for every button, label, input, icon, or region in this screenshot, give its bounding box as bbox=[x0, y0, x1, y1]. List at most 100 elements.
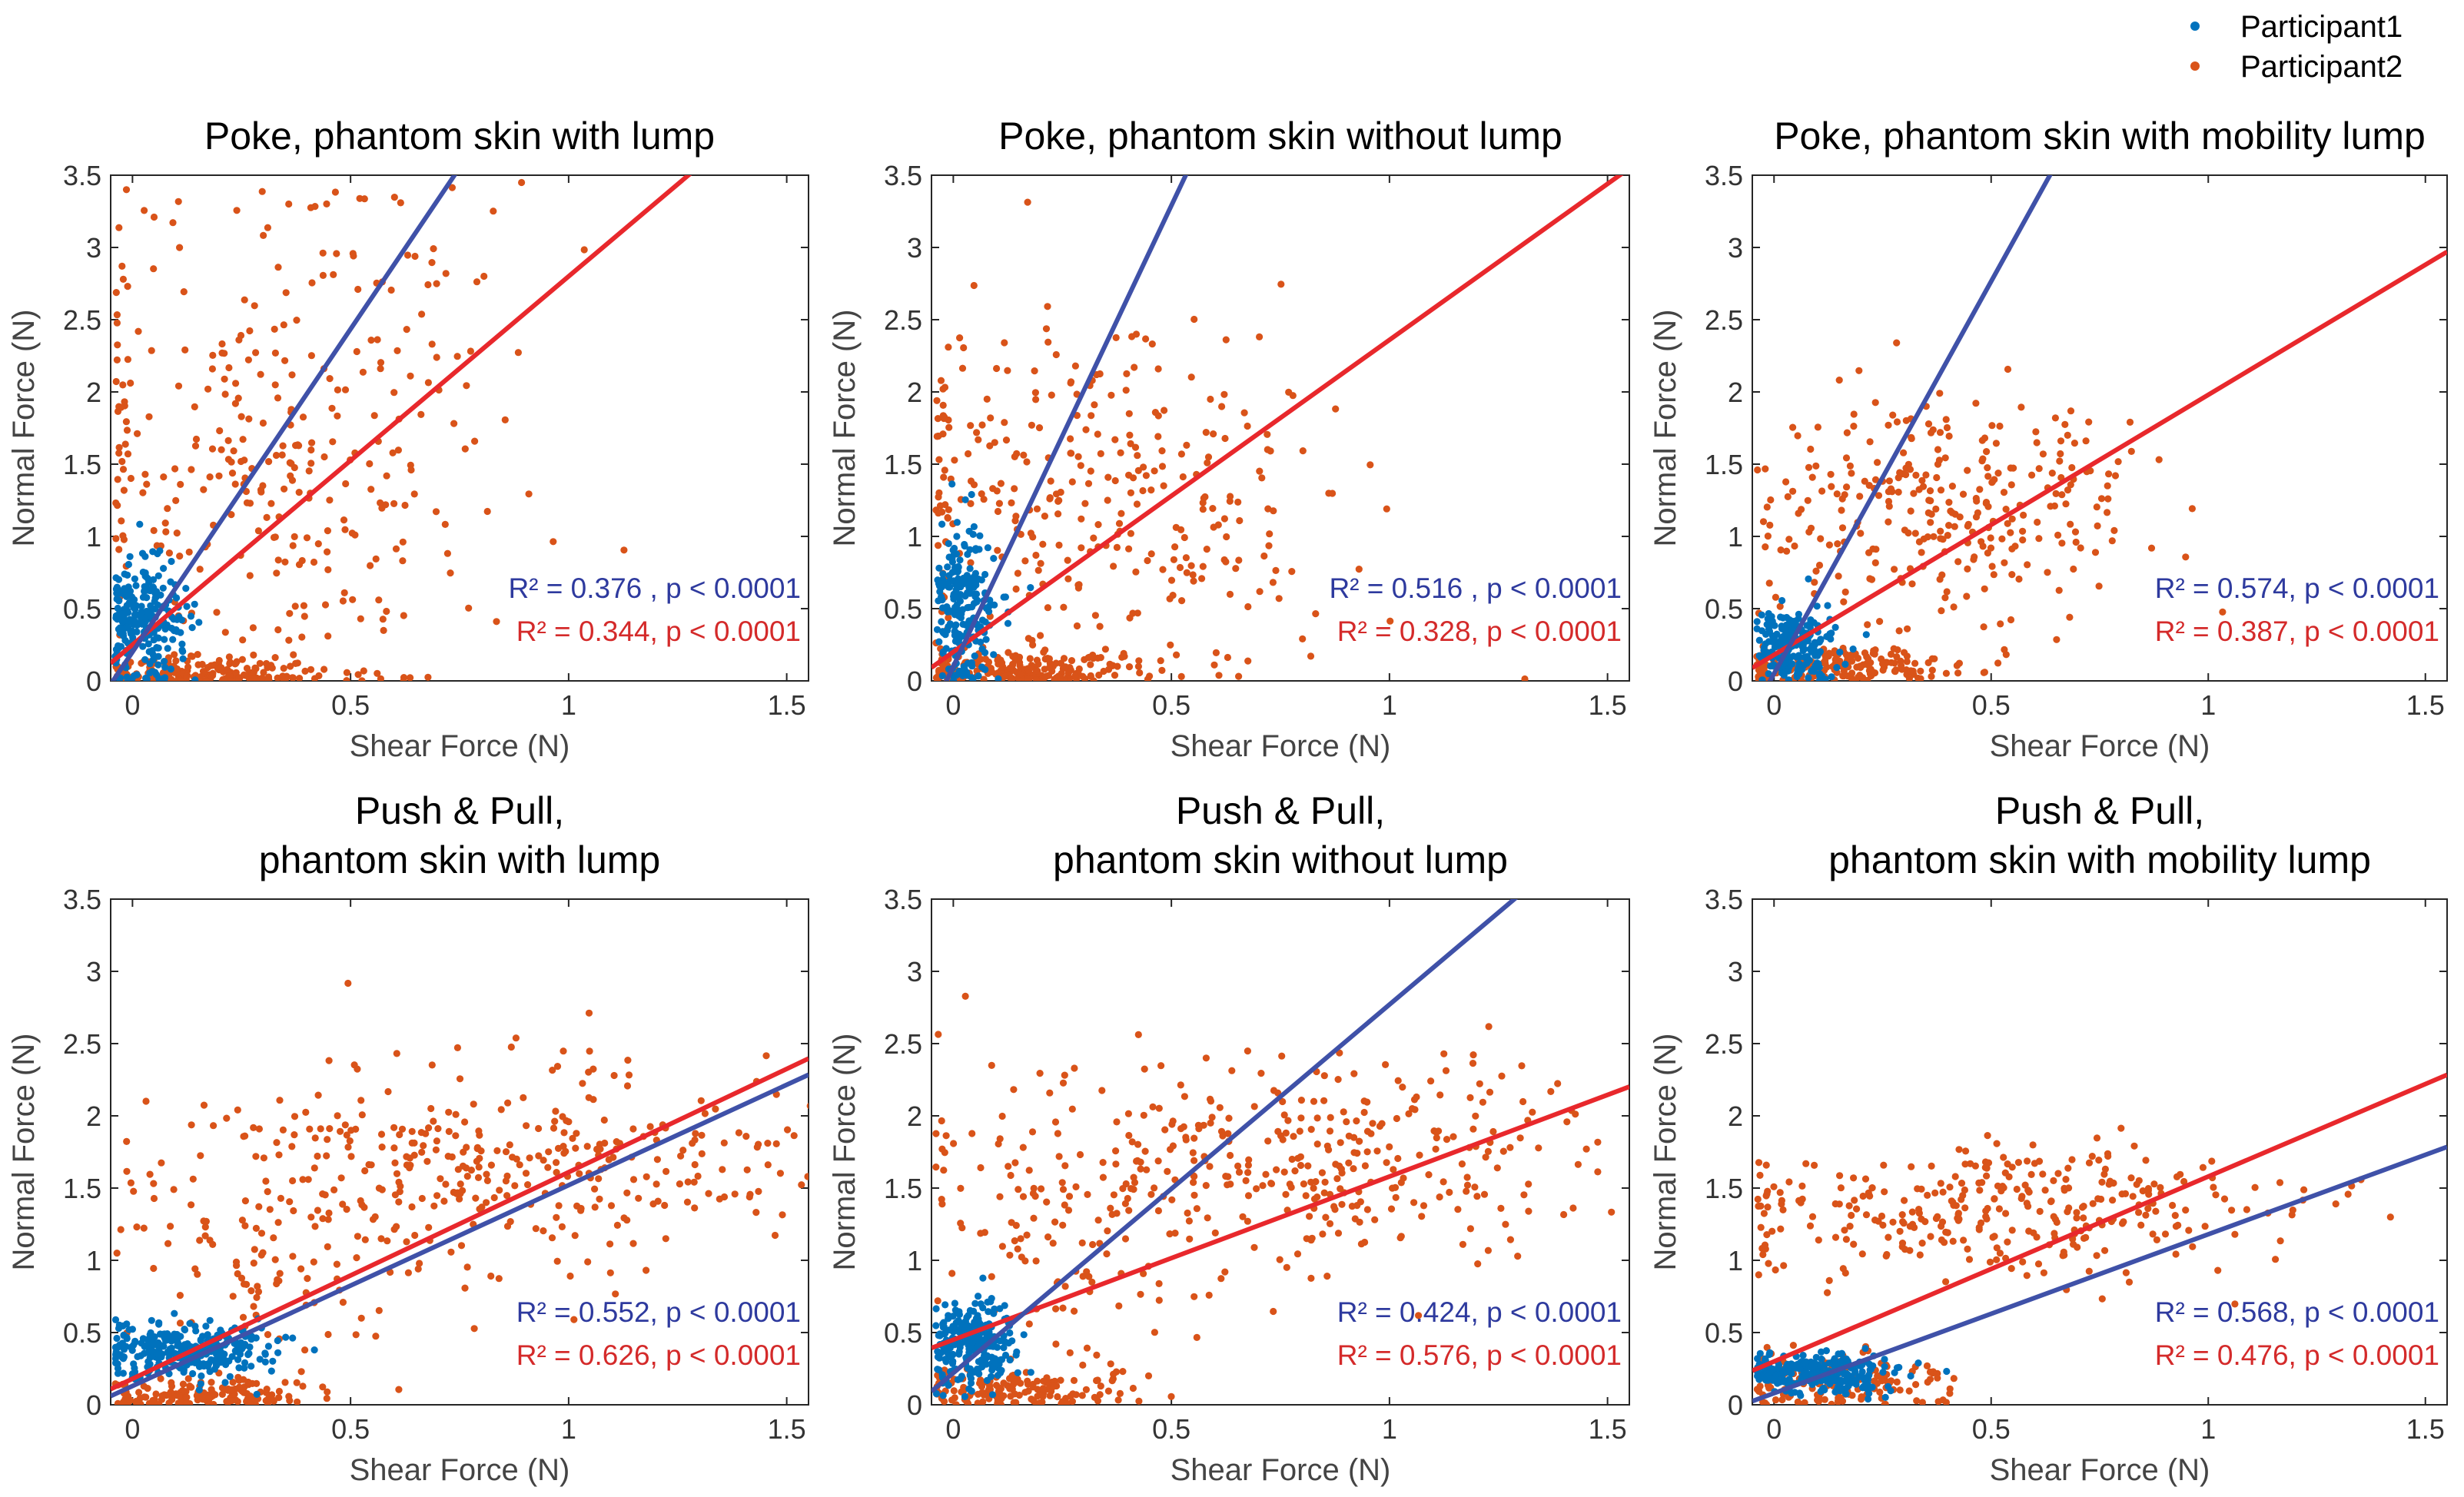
data-point bbox=[2050, 1177, 2057, 1184]
data-point bbox=[1008, 1372, 1016, 1379]
data-point bbox=[1795, 660, 1803, 668]
data-point bbox=[138, 602, 145, 610]
data-point bbox=[986, 442, 994, 450]
data-point bbox=[131, 1339, 139, 1346]
data-point bbox=[2161, 1230, 2170, 1238]
data-point bbox=[264, 1188, 271, 1196]
data-point bbox=[1964, 565, 1971, 573]
data-point bbox=[164, 1391, 172, 1399]
data-point bbox=[2041, 1187, 2049, 1194]
data-point bbox=[314, 1152, 321, 1160]
data-point bbox=[1950, 1375, 1958, 1382]
data-point bbox=[1297, 1114, 1305, 1122]
data-point bbox=[1850, 423, 1858, 430]
data-point bbox=[1946, 1389, 1954, 1397]
data-point bbox=[463, 1263, 471, 1271]
data-point bbox=[550, 538, 557, 546]
data-point bbox=[1050, 1382, 1058, 1390]
data-point bbox=[252, 1224, 260, 1232]
data-point bbox=[274, 1349, 282, 1356]
data-point bbox=[1019, 1143, 1027, 1151]
data-point bbox=[1134, 609, 1141, 617]
data-point bbox=[171, 465, 179, 473]
data-point bbox=[255, 1125, 263, 1133]
data-point bbox=[1482, 1153, 1489, 1161]
data-point bbox=[361, 1236, 369, 1243]
data-point bbox=[1906, 1246, 1914, 1254]
data-point bbox=[442, 270, 450, 277]
data-point bbox=[2243, 1206, 2250, 1213]
data-point bbox=[496, 1187, 503, 1194]
data-point bbox=[1116, 1389, 1124, 1397]
data-point bbox=[1104, 473, 1112, 481]
y-tick-label: 1 bbox=[86, 1245, 101, 1276]
y-tick-label: 0 bbox=[907, 1389, 922, 1421]
data-point bbox=[1835, 1350, 1842, 1358]
data-point bbox=[299, 413, 307, 421]
data-point bbox=[960, 580, 968, 588]
data-point bbox=[1811, 1161, 1818, 1169]
data-point bbox=[161, 636, 168, 643]
data-point bbox=[319, 271, 327, 279]
data-point bbox=[1244, 1169, 1252, 1177]
data-point bbox=[1029, 641, 1037, 649]
data-point bbox=[281, 357, 289, 364]
data-point bbox=[2013, 1185, 2021, 1193]
y-tick-label: 0.5 bbox=[884, 1317, 922, 1349]
data-point bbox=[735, 1129, 743, 1137]
data-point bbox=[705, 1190, 712, 1197]
data-point bbox=[1754, 466, 1762, 474]
data-point bbox=[955, 1328, 963, 1336]
data-point bbox=[1157, 657, 1164, 665]
data-point bbox=[239, 636, 247, 644]
data-point bbox=[1831, 1376, 1838, 1385]
data-point bbox=[1059, 1304, 1067, 1312]
data-point bbox=[1831, 1233, 1840, 1241]
data-point bbox=[171, 1333, 178, 1341]
data-point bbox=[1943, 588, 1951, 596]
data-point bbox=[1169, 1142, 1177, 1150]
data-point bbox=[586, 1047, 593, 1055]
data-point bbox=[1075, 581, 1083, 589]
data-point bbox=[164, 1240, 172, 1247]
data-point bbox=[1874, 459, 1881, 466]
data-point bbox=[1763, 1343, 1771, 1351]
data-point bbox=[111, 1316, 120, 1323]
data-point bbox=[156, 1330, 164, 1338]
data-point bbox=[1907, 507, 1914, 515]
data-point bbox=[125, 609, 132, 616]
data-point bbox=[115, 450, 123, 457]
data-point bbox=[350, 252, 357, 260]
data-point bbox=[260, 1154, 267, 1162]
data-point bbox=[932, 1322, 940, 1329]
data-point bbox=[123, 589, 131, 597]
data-point bbox=[157, 1375, 164, 1382]
x-tick-label: 1 bbox=[2200, 1413, 2216, 1445]
data-point bbox=[1112, 1160, 1120, 1168]
data-point bbox=[1394, 1077, 1402, 1084]
data-point bbox=[2288, 1211, 2296, 1219]
data-point bbox=[1754, 1195, 1762, 1203]
data-point bbox=[1983, 448, 1991, 456]
data-point bbox=[234, 1356, 242, 1363]
data-point bbox=[977, 1163, 985, 1172]
data-point bbox=[1369, 1120, 1376, 1127]
data-point bbox=[1979, 455, 1987, 463]
data-point bbox=[1939, 1188, 1947, 1196]
data-point bbox=[1784, 493, 1792, 501]
data-point bbox=[1177, 1081, 1184, 1089]
plot-frame bbox=[1752, 898, 2448, 1406]
data-point bbox=[1874, 1373, 1881, 1380]
data-point bbox=[1078, 1392, 1086, 1399]
data-point bbox=[1333, 1175, 1341, 1183]
data-point bbox=[2058, 539, 2066, 547]
data-point bbox=[2062, 500, 2070, 508]
legend-marker-participant2 bbox=[2190, 61, 2200, 71]
data-point bbox=[1807, 524, 1815, 532]
data-point bbox=[1760, 1210, 1768, 1217]
data-point bbox=[324, 632, 332, 640]
data-point bbox=[297, 1368, 305, 1376]
data-point bbox=[990, 651, 998, 659]
data-point bbox=[1471, 1183, 1479, 1191]
data-point bbox=[1755, 1202, 1762, 1210]
